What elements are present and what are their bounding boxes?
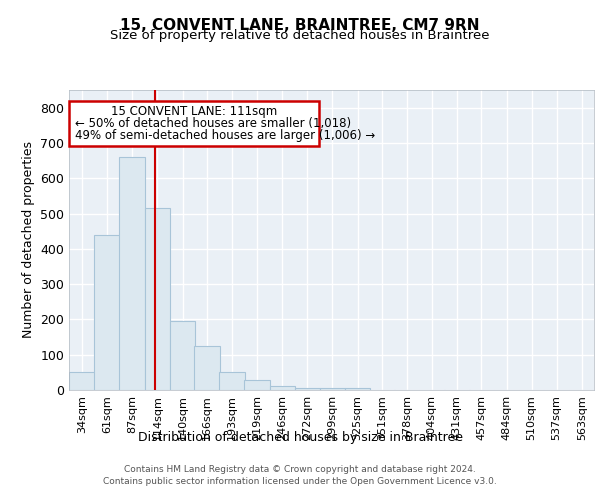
- Text: 15, CONVENT LANE, BRAINTREE, CM7 9RN: 15, CONVENT LANE, BRAINTREE, CM7 9RN: [120, 18, 480, 32]
- Text: 49% of semi-detached houses are larger (1,006) →: 49% of semi-detached houses are larger (…: [75, 130, 376, 142]
- Bar: [220, 372, 245, 390]
- Bar: [345, 388, 370, 390]
- Y-axis label: Number of detached properties: Number of detached properties: [22, 142, 35, 338]
- Text: ← 50% of detached houses are smaller (1,018): ← 50% of detached houses are smaller (1,…: [75, 117, 351, 130]
- Bar: [170, 321, 195, 390]
- Bar: [320, 388, 345, 390]
- Bar: [244, 380, 270, 390]
- Bar: [269, 386, 295, 390]
- Bar: [94, 234, 119, 390]
- Bar: [145, 208, 170, 390]
- Text: Contains HM Land Registry data © Crown copyright and database right 2024.: Contains HM Land Registry data © Crown c…: [124, 466, 476, 474]
- Text: 15 CONVENT LANE: 111sqm: 15 CONVENT LANE: 111sqm: [111, 104, 277, 118]
- Bar: [69, 372, 95, 390]
- Bar: [194, 346, 220, 390]
- Bar: [119, 157, 145, 390]
- Text: Contains public sector information licensed under the Open Government Licence v3: Contains public sector information licen…: [103, 476, 497, 486]
- Text: Size of property relative to detached houses in Braintree: Size of property relative to detached ho…: [110, 29, 490, 42]
- Text: Distribution of detached houses by size in Braintree: Distribution of detached houses by size …: [137, 431, 463, 444]
- FancyBboxPatch shape: [70, 102, 319, 146]
- Bar: [295, 388, 320, 390]
